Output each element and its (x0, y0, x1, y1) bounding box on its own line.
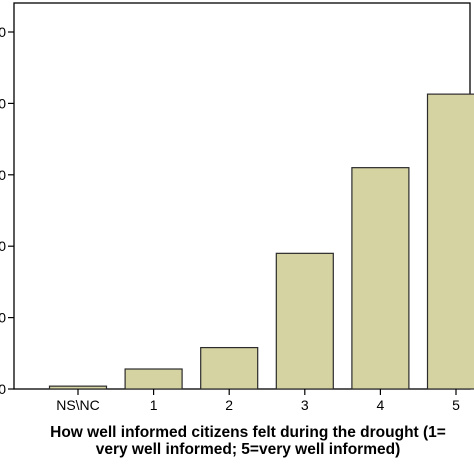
x-axis-label-line-2: very well informed; 5=very well informed… (95, 441, 401, 458)
x-axis-ticks: NS\NC 1 2 3 4 5 (56, 389, 460, 413)
y-tick-label: 0 (0, 95, 6, 111)
x-tick-label: NS\NC (56, 397, 100, 413)
y-tick-label: 0 (0, 238, 6, 254)
bar (426, 93, 474, 390)
x-tick-label: 1 (150, 397, 158, 413)
y-tick-label: 0 (0, 24, 6, 40)
bar (351, 167, 410, 390)
bar (48, 385, 108, 390)
x-tick-label: 2 (225, 397, 233, 413)
bar (200, 346, 259, 390)
bars-group (48, 93, 474, 390)
y-tick-label: 0 (0, 381, 6, 397)
x-tick-label: 5 (452, 397, 460, 413)
x-tick-label: 3 (301, 397, 309, 413)
x-tick-label: 4 (377, 397, 385, 413)
y-axis-ticks: 0 0 0 0 0 0 (0, 24, 14, 397)
bar (275, 252, 334, 390)
bar (124, 368, 183, 390)
y-tick-label: 0 (0, 167, 6, 183)
x-axis-label-line-1: How well informed citizens felt during t… (50, 424, 446, 441)
y-tick-label: 0 (0, 310, 6, 326)
